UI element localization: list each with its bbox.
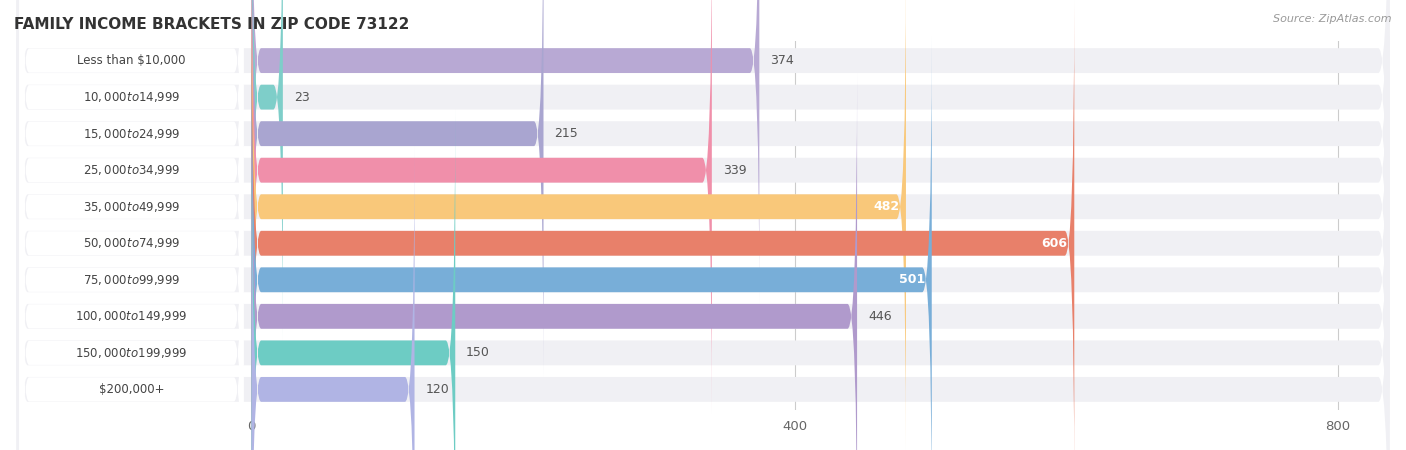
Text: 339: 339 [723, 164, 747, 177]
FancyBboxPatch shape [252, 0, 283, 341]
FancyBboxPatch shape [20, 0, 243, 414]
FancyBboxPatch shape [20, 109, 243, 450]
Text: 606: 606 [1042, 237, 1067, 250]
FancyBboxPatch shape [252, 109, 456, 450]
Text: $35,000 to $49,999: $35,000 to $49,999 [83, 200, 180, 214]
FancyBboxPatch shape [20, 0, 243, 450]
Text: 374: 374 [770, 54, 794, 67]
FancyBboxPatch shape [252, 73, 858, 450]
FancyBboxPatch shape [252, 0, 759, 304]
Text: 120: 120 [426, 383, 449, 396]
Text: Less than $10,000: Less than $10,000 [77, 54, 186, 67]
FancyBboxPatch shape [252, 0, 711, 414]
FancyBboxPatch shape [20, 0, 243, 341]
FancyBboxPatch shape [17, 36, 1389, 450]
Text: 446: 446 [868, 310, 891, 323]
Text: $150,000 to $199,999: $150,000 to $199,999 [76, 346, 187, 360]
FancyBboxPatch shape [17, 109, 1389, 450]
FancyBboxPatch shape [17, 0, 1389, 414]
FancyBboxPatch shape [17, 73, 1389, 450]
FancyBboxPatch shape [252, 0, 905, 450]
FancyBboxPatch shape [252, 0, 544, 377]
FancyBboxPatch shape [17, 0, 1389, 377]
Text: 150: 150 [467, 346, 489, 360]
Text: 501: 501 [898, 273, 925, 286]
FancyBboxPatch shape [20, 36, 243, 450]
Text: $75,000 to $99,999: $75,000 to $99,999 [83, 273, 180, 287]
FancyBboxPatch shape [20, 146, 243, 450]
FancyBboxPatch shape [252, 0, 1074, 450]
Text: $50,000 to $74,999: $50,000 to $74,999 [83, 236, 180, 250]
FancyBboxPatch shape [17, 0, 1389, 341]
Text: Source: ZipAtlas.com: Source: ZipAtlas.com [1274, 14, 1392, 23]
Text: $15,000 to $24,999: $15,000 to $24,999 [83, 126, 180, 141]
Text: $200,000+: $200,000+ [98, 383, 165, 396]
Text: $100,000 to $149,999: $100,000 to $149,999 [76, 309, 187, 324]
Text: $25,000 to $34,999: $25,000 to $34,999 [83, 163, 180, 177]
FancyBboxPatch shape [20, 0, 243, 304]
FancyBboxPatch shape [20, 72, 243, 450]
Text: FAMILY INCOME BRACKETS IN ZIP CODE 73122: FAMILY INCOME BRACKETS IN ZIP CODE 73122 [14, 18, 409, 32]
Text: $10,000 to $14,999: $10,000 to $14,999 [83, 90, 180, 104]
FancyBboxPatch shape [17, 0, 1389, 450]
FancyBboxPatch shape [17, 0, 1389, 450]
FancyBboxPatch shape [20, 0, 243, 450]
Text: 482: 482 [873, 200, 900, 213]
Text: 215: 215 [554, 127, 578, 140]
Text: 23: 23 [294, 90, 309, 104]
FancyBboxPatch shape [20, 0, 243, 378]
FancyBboxPatch shape [17, 0, 1389, 450]
FancyBboxPatch shape [252, 36, 932, 450]
FancyBboxPatch shape [17, 0, 1389, 450]
FancyBboxPatch shape [252, 146, 415, 450]
